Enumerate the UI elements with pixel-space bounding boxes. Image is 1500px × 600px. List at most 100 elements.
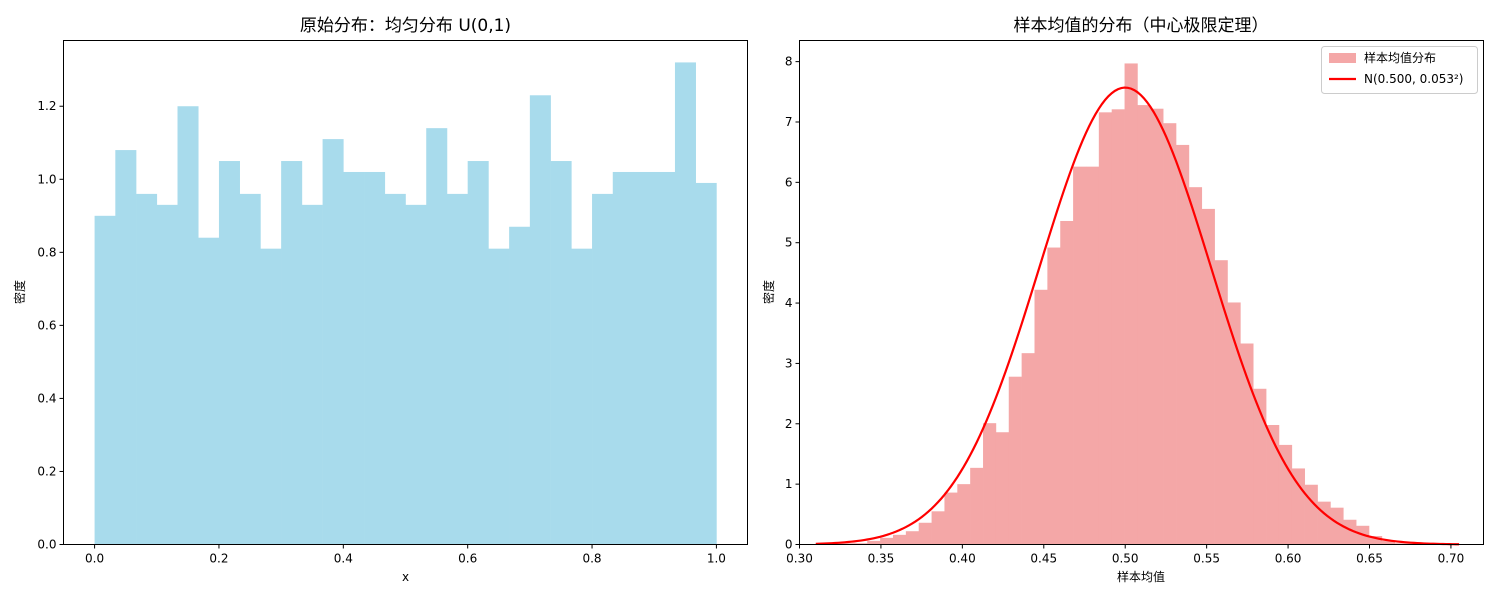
histogram-bar — [322, 139, 344, 545]
histogram-bar — [1253, 388, 1267, 545]
normal-curve — [815, 86, 1460, 546]
histogram-bar — [136, 193, 158, 545]
y-tick-label: 0.8 — [37, 245, 56, 259]
x-tick-label: 0.8 — [582, 552, 601, 566]
uniform-histogram-panel: 原始分布：均匀分布 U(0,1) 0.0 0.2 0.4 0.6 0.8 1.0 0.0 0… — [12, 16, 748, 584]
histogram-bar — [426, 128, 448, 545]
x-tick-label: 0.55 — [1193, 552, 1220, 566]
y-tick-label: 8 — [785, 55, 793, 69]
histogram-bar — [239, 193, 261, 545]
histogram-bar — [1137, 105, 1151, 545]
sample-mean-histogram-panel: 样本均值的分布（中心极限定理） 0.30 0.35 0.40 0.45 0.50 0.55… — [761, 16, 1484, 584]
x-tick-label: 0.4 — [334, 552, 353, 566]
histogram-bar — [1317, 501, 1331, 545]
y-tick-label: 0.2 — [37, 464, 56, 478]
histogram-bar — [446, 193, 468, 545]
y-axis-label: 密度 — [12, 280, 27, 304]
x-tick-label: 0.0 — [85, 552, 104, 566]
histogram-bar — [1330, 507, 1344, 545]
histogram-bar — [177, 106, 199, 545]
histogram-bar — [1034, 289, 1048, 545]
histogram-bar — [301, 204, 323, 545]
histogram-bar — [1047, 247, 1061, 545]
histogram-bar — [1343, 519, 1357, 545]
histogram-bar — [1394, 543, 1408, 545]
histogram-bar — [115, 150, 137, 545]
histogram-bar — [1085, 166, 1100, 545]
histogram-bar — [1021, 353, 1035, 545]
histogram-bar — [892, 534, 907, 545]
histogram-bar — [550, 161, 572, 545]
plot-frame — [63, 40, 748, 545]
histogram-bar — [867, 540, 881, 545]
histogram-bar — [1291, 468, 1305, 545]
y-tick-label: 1.0 — [37, 172, 56, 186]
histogram-bar — [1278, 444, 1293, 545]
x-tick-label: 0.35 — [868, 552, 895, 566]
histogram-bar — [674, 62, 696, 545]
histogram-bar — [970, 467, 984, 545]
histogram-bar — [1381, 540, 1396, 545]
y-tick-label: 1 — [785, 477, 793, 491]
histogram-bar — [509, 226, 531, 545]
y-axis-label: 密度 — [761, 280, 776, 304]
histogram-bar — [592, 193, 614, 545]
y-tick-label: 0.4 — [37, 391, 56, 405]
histogram-bars — [815, 63, 1447, 545]
x-tick-label: 0.6 — [458, 552, 477, 566]
histogram-bar — [364, 171, 386, 545]
y-axis-ticks: 0.0 0.2 0.4 0.6 0.8 1.0 1.2 — [37, 99, 64, 552]
histogram-bar — [198, 237, 220, 545]
histogram-bar — [156, 204, 178, 545]
histogram-bar — [488, 248, 510, 545]
y-tick-label: 3 — [785, 356, 793, 370]
histogram-bar — [343, 171, 365, 545]
histogram-bar — [957, 484, 971, 545]
x-tick-label: 0.40 — [949, 552, 976, 566]
histogram-bar — [571, 248, 593, 545]
histogram-bar — [1008, 376, 1022, 545]
x-tick-label: 0.30 — [786, 552, 813, 566]
histogram-bar — [218, 161, 240, 545]
histogram-bar — [1150, 108, 1164, 545]
y-tick-label: 1.2 — [37, 99, 56, 113]
histogram-bar — [1227, 302, 1241, 545]
x-axis-ticks: 0.0 0.2 0.4 0.6 0.8 1.0 — [85, 544, 726, 566]
x-tick-label: 0.70 — [1438, 552, 1465, 566]
histogram-bar — [1304, 484, 1318, 545]
legend-label-histogram: 样本均值分布 — [1364, 50, 1436, 65]
histogram-bar — [1369, 536, 1383, 545]
histogram-bar — [260, 248, 282, 545]
histogram-bar — [1060, 220, 1074, 545]
histogram-bar — [633, 171, 655, 545]
histogram-bar — [841, 543, 855, 545]
histogram-bar — [905, 531, 920, 545]
histogram-bar — [1163, 123, 1177, 545]
legend-label-curve: N(0.500, 0.053²) — [1364, 72, 1464, 86]
x-tick-label: 0.2 — [209, 552, 228, 566]
x-tick-label: 1.0 — [707, 552, 726, 566]
histogram-bar — [405, 204, 427, 545]
histogram-bar — [1188, 187, 1203, 545]
histogram-bar — [1111, 109, 1125, 545]
x-axis-label: 样本均值 — [1117, 569, 1165, 584]
x-tick-label: 0.65 — [1356, 552, 1383, 566]
y-tick-label: 0.6 — [37, 318, 56, 332]
y-tick-label: 7 — [785, 115, 793, 129]
chart-title: 样本均值的分布（中心极限定理） — [1014, 16, 1269, 36]
histogram-bar — [1073, 166, 1087, 545]
y-tick-label: 4 — [785, 296, 793, 310]
y-tick-label: 0 — [785, 538, 793, 552]
x-tick-label: 0.60 — [1275, 552, 1302, 566]
chart-title: 原始分布：均匀分布 U(0,1) — [300, 16, 511, 36]
histogram-bar — [654, 171, 676, 545]
y-axis-ticks: 0 1 2 3 4 5 6 7 8 — [785, 55, 800, 552]
histogram-bar — [529, 95, 551, 545]
histogram-bar — [281, 161, 303, 545]
legend-box — [1321, 46, 1478, 94]
histogram-bar — [1214, 260, 1228, 545]
histogram-bar — [384, 193, 406, 545]
histogram-bar — [612, 171, 634, 545]
histogram-bar — [944, 492, 958, 545]
